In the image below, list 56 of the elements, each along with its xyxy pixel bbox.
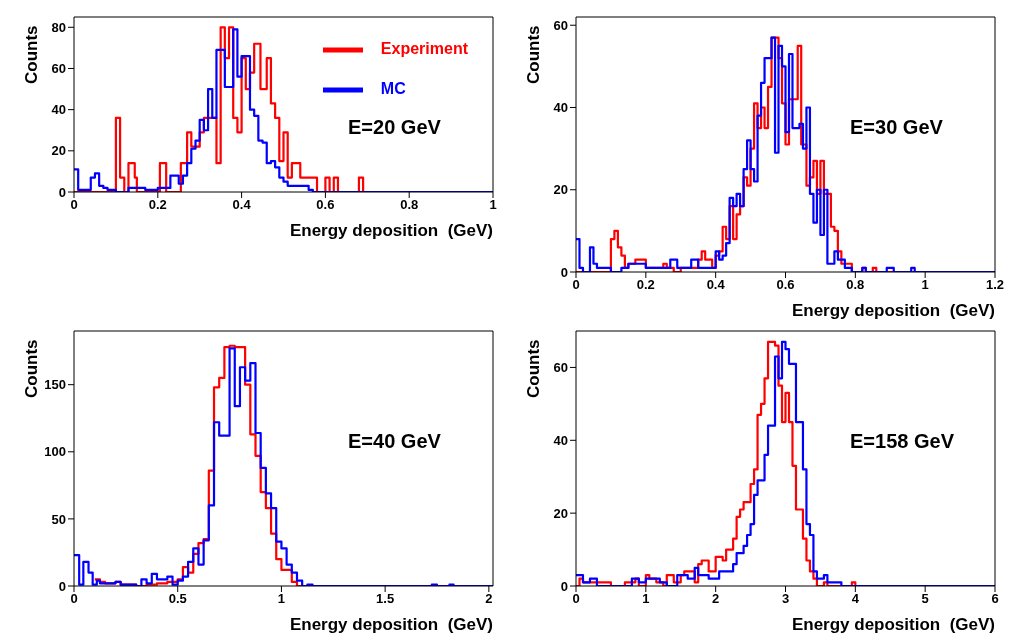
y-tick-label: 100	[44, 444, 66, 460]
y-tick-label: 0	[560, 578, 568, 594]
x-tick-label: 0	[572, 277, 580, 293]
annotation: E=40 GeV	[348, 430, 441, 453]
x-tick-label: 2	[712, 591, 720, 607]
y-tick-label: 50	[51, 511, 66, 527]
y-axis-title: Counts	[524, 25, 544, 84]
x-axis-title: Energy deposition (GeV)	[289, 221, 493, 240]
x-tick-label: 0.6	[316, 197, 335, 213]
y-tick-label: 20	[553, 182, 568, 198]
x-tick-label: 6	[991, 591, 999, 607]
x-tick-label: 1	[642, 591, 650, 607]
x-tick-label: 0.4	[706, 277, 726, 293]
x-tick-label: 0.5	[168, 591, 187, 607]
y-tick-label: 0	[560, 264, 568, 280]
y-tick-label: 20	[51, 143, 66, 159]
x-tick-label: 1	[921, 277, 929, 293]
x-tick-label: 4	[851, 591, 860, 607]
y-tick-label: 60	[553, 360, 568, 376]
y-tick-label: 60	[553, 17, 568, 33]
y-tick-label: 40	[553, 100, 568, 116]
y-axis-title: Counts	[524, 339, 544, 398]
y-tick-label: 150	[44, 377, 66, 393]
y-tick-label: 80	[51, 19, 66, 35]
x-axis-title: Energy deposition (GeV)	[791, 301, 995, 320]
x-tick-label: 0.8	[400, 197, 419, 213]
x-tick-label: 3	[781, 591, 790, 607]
x-tick-label: 0.2	[148, 197, 167, 213]
annotation: E=20 GeV	[348, 116, 441, 139]
annotation: E=30 GeV	[850, 116, 943, 139]
x-tick-label: 2	[485, 591, 493, 607]
y-axis-title: Counts	[22, 339, 42, 398]
x-tick-label: 1.5	[376, 591, 395, 607]
y-tick-label: 60	[51, 61, 66, 77]
y-tick-label: 0	[58, 578, 66, 594]
y-tick-label: 20	[553, 505, 568, 521]
x-tick-label: 1	[277, 591, 286, 607]
legend-label: Experiment	[380, 40, 468, 58]
x-tick-label: 1.2	[985, 277, 1005, 293]
x-tick-label: 0.6	[776, 277, 795, 293]
x-tick-label: 0	[70, 197, 78, 213]
y-tick-label: 40	[553, 432, 568, 448]
x-axis-title: Energy deposition (GeV)	[791, 615, 995, 634]
legend-label: MC	[380, 80, 406, 98]
x-tick-label: 1	[489, 197, 497, 213]
annotation: E=158 GeV	[850, 430, 954, 453]
x-axis-title: Energy deposition (GeV)	[289, 615, 493, 634]
x-tick-label: 0	[572, 591, 580, 607]
x-tick-label: 0.8	[846, 277, 865, 293]
x-tick-label: 0.4	[232, 197, 252, 213]
x-tick-label: 0.2	[636, 277, 655, 293]
y-tick-label: 40	[51, 102, 66, 118]
x-tick-label: 0	[70, 591, 78, 607]
y-tick-label: 0	[58, 184, 66, 200]
x-tick-label: 5	[921, 591, 929, 607]
y-axis-title: Counts	[22, 25, 42, 84]
